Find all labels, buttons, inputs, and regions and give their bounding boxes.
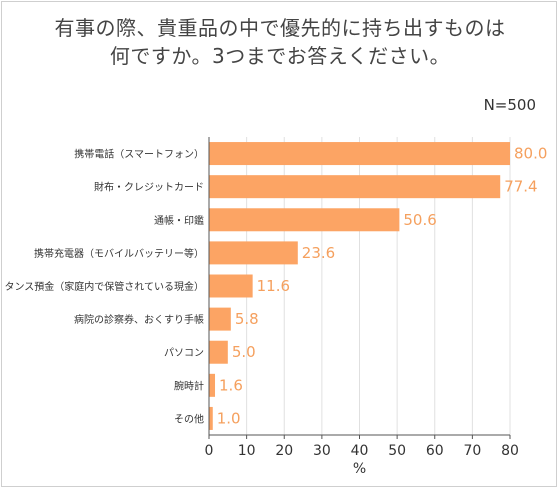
x-tick-label: 80 [501, 443, 519, 459]
category-label: 財布・クレジットカード [94, 181, 204, 194]
bar [209, 241, 298, 265]
bar [209, 373, 216, 397]
x-tick-label: 10 [238, 443, 256, 459]
x-tick-label: 30 [313, 443, 331, 459]
x-axis-label: % [353, 461, 366, 477]
x-tick-label: 20 [275, 443, 293, 459]
value-label: 5.0 [232, 343, 256, 361]
category-label: 病院の診察券、おくすり手帳 [74, 313, 204, 326]
bar [209, 274, 253, 298]
x-tick-label: 60 [426, 443, 444, 459]
value-label: 1.6 [219, 376, 243, 394]
value-label: 11.6 [257, 277, 290, 295]
category-label: パソコン [164, 347, 204, 359]
value-label: 50.6 [403, 211, 436, 229]
x-tick-label: 40 [351, 443, 369, 459]
value-label: 77.4 [504, 178, 537, 196]
x-tick-label: 0 [205, 443, 214, 459]
x-tick-label: 70 [463, 443, 481, 459]
category-label: 携帯電話（スマートフォン） [74, 148, 204, 161]
category-label: 通帳・印鑑 [154, 214, 204, 227]
category-label: その他 [174, 412, 204, 425]
value-label: 80.0 [514, 145, 547, 163]
x-tick-label: 50 [388, 443, 406, 459]
title-line-1: 有事の際、貴重品の中で優先的に持ち出すものは [54, 16, 506, 40]
bar [209, 208, 400, 232]
chart-title: 有事の際、貴重品の中で優先的に持ち出すものは 何ですか。3つまでお答えください。 [0, 14, 560, 70]
sample-size-label: N=500 [483, 96, 536, 114]
category-label: タンス預金（家庭内で保管されている現金） [5, 280, 205, 293]
category-label: 腕時計 [174, 379, 204, 392]
bar [209, 175, 501, 199]
bar [209, 406, 213, 430]
title-line-2: 何ですか。3つまでお答えください。 [109, 44, 451, 68]
value-label: 5.8 [235, 310, 259, 328]
bar [209, 307, 231, 331]
value-label: 23.6 [302, 244, 335, 262]
value-label: 1.0 [217, 409, 241, 427]
category-label: 携帯充電器（モバイルバッテリー等） [34, 247, 204, 260]
bar [209, 142, 510, 166]
bar [209, 340, 228, 364]
